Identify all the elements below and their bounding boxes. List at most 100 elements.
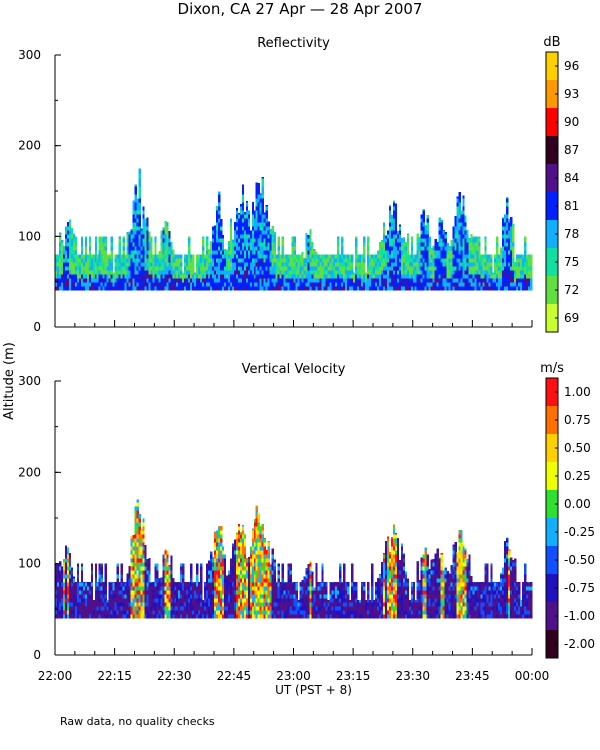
heatmap-cell [514, 278, 517, 283]
heatmap-cell [154, 594, 157, 599]
heatmap-cell [325, 262, 328, 267]
heatmap-cell [235, 214, 239, 219]
heatmap-cell [148, 270, 151, 275]
heatmap-cell [162, 614, 165, 619]
heatmap-cell [62, 610, 66, 615]
heatmap-cell [317, 270, 320, 275]
heatmap-cell [82, 278, 86, 283]
heatmap-cell [88, 242, 92, 247]
heatmap-cell [60, 570, 64, 575]
heatmap-cell [396, 242, 400, 247]
heatmap-cell [245, 570, 249, 575]
heatmap-cell [188, 238, 191, 243]
heatmap-cell [55, 602, 58, 607]
heatmap-cell [142, 242, 145, 247]
heatmap-cell [92, 266, 96, 271]
heatmap-cell [84, 602, 88, 607]
heatmap-cell [116, 570, 119, 575]
heatmap-cell [257, 198, 261, 203]
heatmap-cell [331, 274, 334, 279]
heatmap-cell [241, 602, 245, 607]
heatmap-cell [215, 278, 219, 283]
heatmap-cell [122, 242, 125, 247]
heatmap-cell [60, 578, 64, 583]
heatmap-cell [233, 542, 237, 547]
heatmap-cell [64, 238, 68, 243]
heatmap-cell [319, 274, 322, 279]
heatmap-cell [190, 262, 193, 267]
heatmap-cell [255, 538, 259, 543]
heatmap-cell [432, 250, 435, 255]
heatmap-cell [206, 250, 209, 255]
heatmap-cell [454, 266, 457, 271]
heatmap-cell [154, 246, 157, 251]
heatmap-cell [212, 562, 215, 567]
heatmap-cell [72, 254, 76, 259]
heatmap-cell [464, 218, 467, 223]
heatmap-cell [466, 270, 469, 275]
heatmap-cell [90, 282, 94, 287]
heatmap-cell [200, 274, 203, 279]
heatmap-cell [102, 581, 105, 583]
heatmap-cell [72, 606, 76, 611]
heatmap-cell [289, 262, 292, 267]
heatmap-cell [219, 606, 223, 611]
heatmap-cell [176, 282, 179, 287]
heatmap-cell [428, 236, 431, 239]
heatmap-cell [180, 602, 183, 607]
heatmap-cell [217, 594, 221, 599]
heatmap-cell [110, 582, 113, 587]
heatmap-cell [210, 286, 213, 291]
heatmap-cell [100, 242, 103, 247]
heatmap-cell [394, 230, 398, 235]
heatmap-cell [488, 258, 491, 263]
heatmap-cell [178, 610, 181, 615]
heatmap-cell [424, 254, 427, 259]
heatmap-cell [367, 246, 370, 251]
colorbar-segment [546, 80, 558, 109]
heatmap-cell [142, 250, 145, 255]
heatmap-cell [249, 598, 253, 603]
heatmap-cell [166, 270, 169, 275]
heatmap-cell [182, 614, 185, 619]
heatmap-cell [251, 202, 255, 207]
heatmap-cell [231, 266, 235, 271]
heatmap-cell [462, 226, 465, 231]
heatmap-cell [249, 558, 253, 563]
heatmap-cell [233, 562, 237, 567]
heatmap-cell [188, 582, 191, 587]
heatmap-cell [478, 242, 481, 247]
heatmap-cell [223, 258, 227, 263]
heatmap-cell [251, 206, 255, 211]
heatmap-cell [142, 214, 145, 219]
heatmap-cell [200, 610, 203, 615]
heatmap-cell [253, 602, 257, 607]
heatmap-cell [369, 266, 372, 271]
heatmap-cell [313, 254, 316, 259]
heatmap-cell [221, 550, 225, 555]
heatmap-cell [233, 222, 237, 223]
heatmap-cell [217, 202, 221, 207]
heatmap-cell [136, 518, 139, 523]
heatmap-cell [136, 234, 139, 239]
heatmap-cell [462, 246, 465, 251]
heatmap-cell [188, 258, 191, 263]
heatmap-cell [297, 258, 300, 263]
heatmap-cell [484, 282, 487, 287]
heatmap-cell [460, 286, 463, 291]
colorbar-tick-label: 72 [564, 283, 579, 297]
heatmap-cell [100, 286, 103, 291]
heatmap-cell [134, 586, 137, 591]
heatmap-cell [158, 590, 161, 595]
heatmap-cell [108, 266, 111, 271]
heatmap-cell [122, 286, 125, 291]
heatmap-cell [394, 206, 398, 211]
heatmap-cell [424, 270, 427, 275]
heatmap-cell [166, 234, 169, 239]
heatmap-cell [271, 226, 274, 227]
heatmap-cell [512, 266, 515, 271]
heatmap-cell [138, 550, 141, 555]
heatmap-cell [55, 578, 58, 583]
heatmap-cell [313, 250, 316, 255]
heatmap-cell [313, 249, 316, 251]
